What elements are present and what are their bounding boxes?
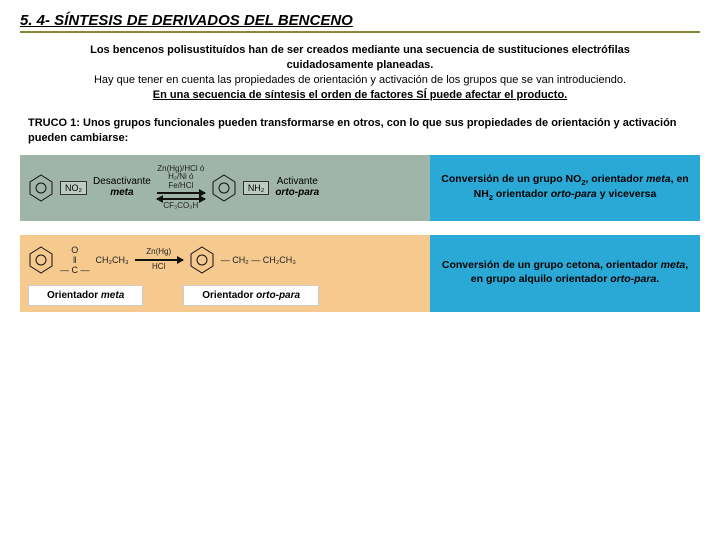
- panel1-caption: Conversión de un grupo NO2, orientador m…: [430, 155, 700, 221]
- reaction-1: NO₂ Desactivante meta Zn(Hg)/HCl ó H₂/Ni…: [28, 165, 422, 211]
- reagents-forward: Zn(Hg)/HCl ó H₂/Ni ó Fe/HCl CF₃CO₃H: [157, 165, 205, 211]
- reag-2b: HCl: [152, 263, 165, 271]
- benzene-icon: [211, 173, 237, 203]
- side-ch2ch3: CH₂CH₃: [96, 255, 129, 265]
- reag-1d: CF₃CO₃H: [163, 202, 198, 210]
- page-title: 5. 4- SÍNTESIS DE DERIVADOS DEL BENCENO: [20, 12, 353, 29]
- reag-1c: Fe/HCl: [168, 182, 193, 190]
- label-nh2: NH₂: [243, 181, 270, 195]
- tag-desactivante: Desactivante meta: [93, 177, 151, 198]
- intro-line-3: En una secuencia de síntesis el orden de…: [153, 89, 567, 101]
- panel1-left: NO₂ Desactivante meta Zn(Hg)/HCl ó H₂/Ni…: [20, 155, 430, 221]
- cap-orientador-ortopara: Orientador orto-para: [183, 285, 319, 306]
- tag-activante: Activante orto-para: [275, 177, 319, 198]
- panel2-caption-text: Conversión de un grupo cetona, orientado…: [440, 259, 690, 286]
- panel1-caption-text: Conversión de un grupo NO2, orientador m…: [440, 173, 690, 202]
- title-bar: 5. 4- SÍNTESIS DE DERIVADOS DEL BENCENO: [20, 12, 700, 33]
- arrow-icon: [135, 259, 183, 261]
- arrow-back-icon: [157, 198, 205, 200]
- tag-meta: meta: [110, 187, 133, 198]
- intro-line-1: Los bencenos polisustituídos han de ser …: [90, 44, 630, 71]
- benzene-icon: [28, 173, 54, 203]
- reagents-2: Zn(Hg) HCl: [135, 248, 183, 271]
- benzene-icon: [189, 245, 215, 275]
- ketone-group: O ‖ — C —: [60, 245, 90, 275]
- truco-1: TRUCO 1: Unos grupos funcionales pueden …: [20, 116, 700, 155]
- tag-desactivante-text: Desactivante: [93, 176, 151, 187]
- benzene-icon: [28, 245, 54, 275]
- intro-line-2: Hay que tener en cuenta las propiedades …: [94, 74, 626, 86]
- tag-activante-text: Activante: [277, 176, 318, 187]
- intro-block: Los bencenos polisustituídos han de ser …: [20, 43, 700, 116]
- tag-ortopara: orto-para: [275, 187, 319, 198]
- arrow-forward-icon: [157, 192, 205, 194]
- panel2-caption: Conversión de un grupo cetona, orientado…: [430, 235, 700, 312]
- side-ch2: — CH₂ — CH₂CH₃: [221, 255, 296, 265]
- panel-nitro-to-amine: NO₂ Desactivante meta Zn(Hg)/HCl ó H₂/Ni…: [20, 155, 700, 221]
- panel2-sublabels: Orientador meta Orientador orto-para: [28, 285, 422, 306]
- reaction-2: O ‖ — C — CH₂CH₃ Zn(Hg) HCl — CH₂ — CH₂C…: [28, 245, 422, 275]
- cap-orientador-meta: Orientador meta: [28, 285, 143, 306]
- panel2-left: O ‖ — C — CH₂CH₃ Zn(Hg) HCl — CH₂ — CH₂C…: [20, 235, 430, 312]
- panel-ketone-to-alkyl: O ‖ — C — CH₂CH₃ Zn(Hg) HCl — CH₂ — CH₂C…: [20, 235, 700, 312]
- reag-2a: Zn(Hg): [146, 248, 171, 256]
- label-no2: NO₂: [60, 181, 87, 195]
